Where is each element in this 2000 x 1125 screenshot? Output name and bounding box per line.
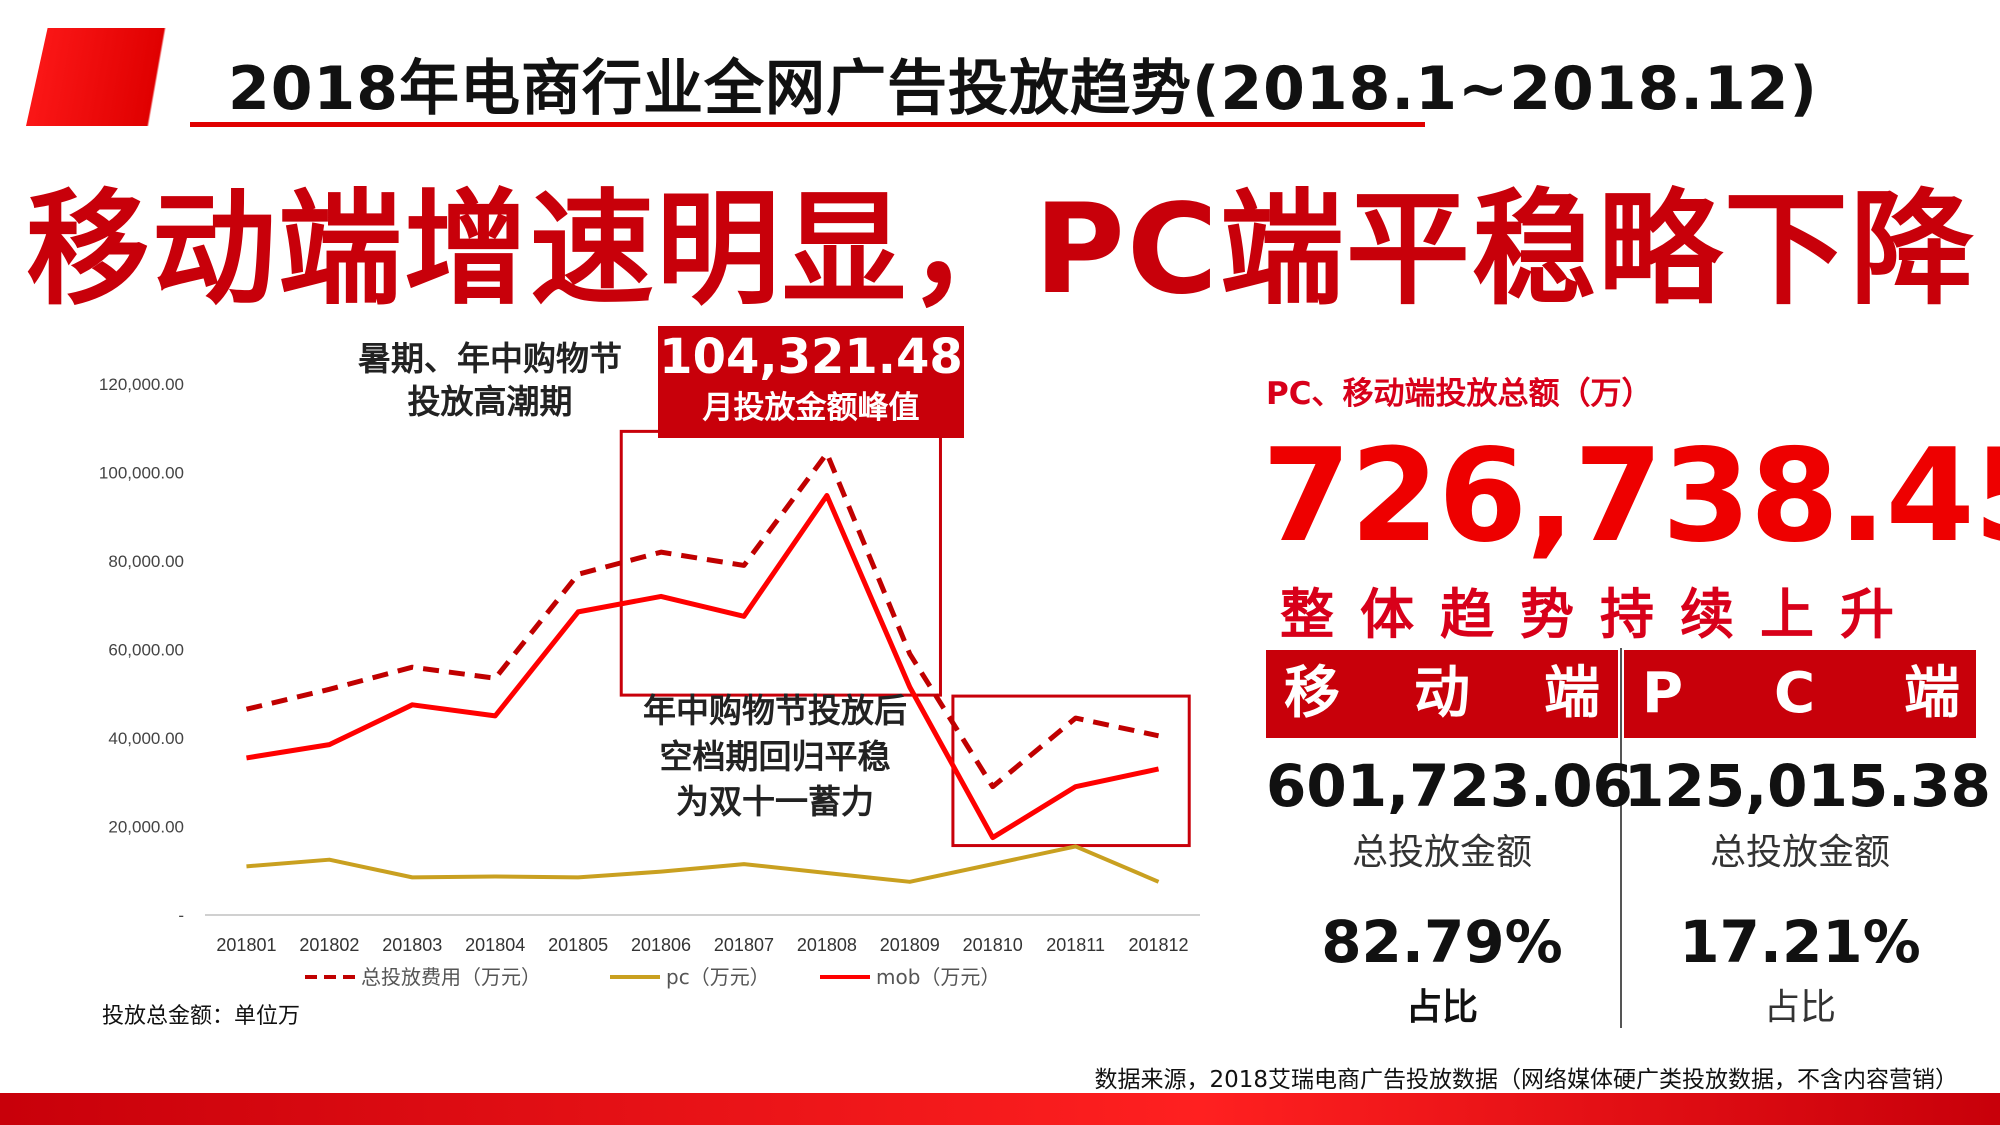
page-title: 2018年电商行业全网广告投放趋势(2018.1~2018.12)	[228, 54, 1818, 124]
title-accent-shape	[26, 28, 206, 126]
pc-total-value: 125,015.38	[1624, 752, 1991, 820]
line-chart-svg: - 20,000.00 40,000.00 60,000.00 80,000.00 100…	[99, 375, 1200, 989]
x-tick-label: 201811	[1046, 935, 1105, 955]
mobile-share-label: 占比	[1405, 987, 1478, 1028]
mobile-header: 移 动 端	[1266, 650, 1618, 738]
y-tick-label: 20,000.00	[108, 818, 184, 837]
pc-header-char: 端	[1904, 661, 1960, 726]
summary-total: 726,738.45	[1262, 422, 2000, 571]
x-tick-label: 201807	[714, 935, 774, 955]
data-source: 数据来源，2018艾瑞电商广告投放数据（网络媒体硬广类投放数据，不含内容营销）	[1094, 1067, 1958, 1093]
peak-period-note: 暑期、年中购物节 投放高潮期	[330, 338, 650, 424]
legend-label: mob（万元）	[876, 965, 1000, 989]
headline: 移动端增速明显，PC端平稳略下降	[26, 178, 1976, 322]
x-tick-label: 201805	[548, 935, 608, 955]
mobile-share-value: 82.79%	[1321, 908, 1563, 976]
mobile-total-label: 总投放金额	[1351, 832, 1532, 873]
x-tick-label: 201808	[797, 935, 857, 955]
y-tick-label: 40,000.00	[108, 729, 184, 748]
unit-note: 投放总金额：单位万	[102, 1004, 301, 1029]
line-chart: - 20,000.00 40,000.00 60,000.00 80,000.00 100…	[0, 330, 1230, 1030]
title-underline	[190, 122, 1425, 127]
pc-total-label: 总投放金额	[1709, 832, 1890, 873]
mobile-total-value: 601,723.06	[1266, 752, 1633, 820]
x-tick-label: 201802	[299, 935, 359, 955]
post-note-line-1: 年中购物节投放后	[643, 691, 907, 730]
footer-bar	[0, 1093, 2000, 1125]
series-line	[246, 493, 1160, 841]
peak-value: 104,321.48	[659, 329, 963, 385]
post-peak-note: 年中购物节投放后 空档期回归平稳 为双十一蓄力	[600, 688, 950, 825]
pc-share-label: 占比	[1763, 987, 1836, 1028]
mobile-header-char: 端	[1544, 661, 1600, 726]
x-tick-label: 201809	[880, 935, 940, 955]
peak-value-callout: 104,321.48 月投放金额峰值	[658, 326, 964, 438]
mobile-header-char: 动	[1414, 661, 1470, 726]
post-note-line-2: 空档期回归平稳	[659, 736, 891, 776]
x-tick-label: 201801	[216, 935, 276, 955]
legend-label: 总投放费用（万元）	[361, 965, 541, 989]
mobile-header-char: 移	[1284, 661, 1340, 726]
post-note-line-3: 为双十一蓄力	[676, 782, 874, 822]
x-tick-label: 201812	[1129, 935, 1189, 955]
column-divider	[1620, 648, 1622, 1028]
y-tick-label: 120,000.00	[99, 375, 184, 394]
y-tick-label: 60,000.00	[108, 641, 184, 660]
x-tick-label: 201803	[382, 935, 442, 955]
peak-note-line-1: 暑期、年中购物节	[358, 339, 622, 378]
pc-share-value: 17.21%	[1679, 908, 1921, 976]
series-line	[246, 844, 1160, 884]
summary-trend: 整体趋势持续上升	[1280, 583, 1920, 646]
series-line	[245, 450, 1160, 790]
legend-label: pc（万元）	[666, 965, 770, 989]
y-tick-label: 100,000.00	[99, 464, 184, 483]
pc-header-char: C	[1774, 661, 1816, 726]
y-tick-label: 80,000.00	[108, 552, 184, 571]
x-tick-label: 201806	[631, 935, 691, 955]
pc-header-char: P	[1642, 661, 1684, 726]
peak-note-line-2: 投放高潮期	[407, 381, 573, 421]
pc-header: P C 端	[1624, 650, 1976, 738]
x-tick-label: 201810	[963, 935, 1023, 955]
summary-subtitle: PC、移动端投放总额（万）	[1266, 376, 1653, 412]
y-tick-label: -	[178, 906, 184, 925]
peak-label: 月投放金额峰值	[702, 390, 920, 426]
x-tick-label: 201804	[465, 935, 525, 955]
